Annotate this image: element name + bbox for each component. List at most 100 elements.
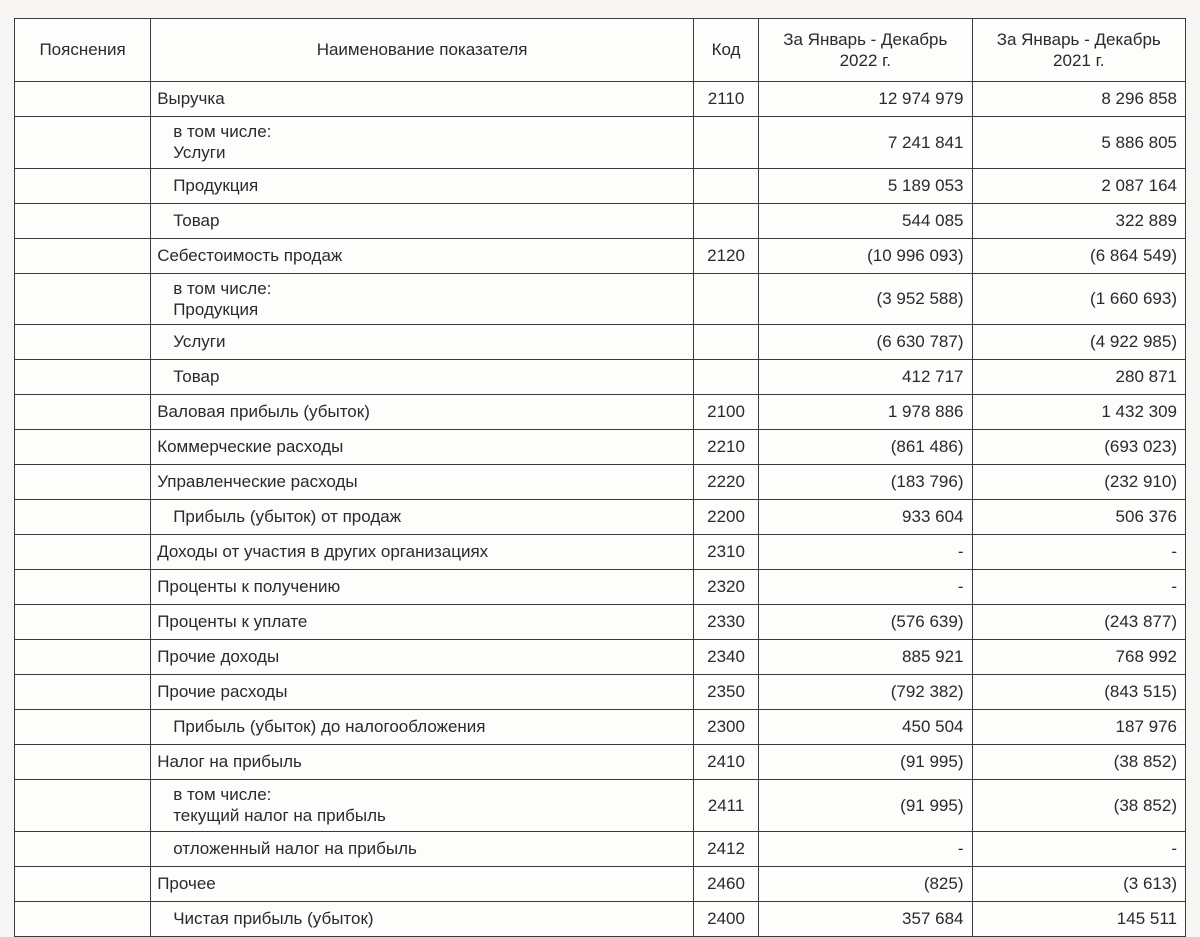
cell-explanations: [15, 500, 151, 535]
cell-name-line1: в том числе:: [173, 121, 685, 142]
cell-code: 2300: [694, 710, 759, 745]
table-row: Прибыль (убыток) до налогообложения23004…: [15, 710, 1186, 745]
financial-results-table: Пояснения Наименование показателя Код За…: [14, 18, 1186, 937]
cell-indicator-name: Услуги: [151, 325, 694, 360]
cell-indicator-name: Проценты к получению: [151, 570, 694, 605]
cell-indicator-name: Управленческие расходы: [151, 465, 694, 500]
cell-code: 2400: [694, 901, 759, 936]
cell-explanations: [15, 238, 151, 273]
cell-explanations: [15, 360, 151, 395]
col-header-indicator-name: Наименование показателя: [151, 19, 694, 82]
cell-value-2021: (4 922 985): [972, 325, 1186, 360]
cell-indicator-name: отложенный налог на прибыль: [151, 831, 694, 866]
cell-indicator-name: Проценты к уплате: [151, 605, 694, 640]
cell-value-2022: (792 382): [759, 675, 972, 710]
cell-value-2021: (38 852): [972, 745, 1186, 780]
cell-indicator-name: Налог на прибыль: [151, 745, 694, 780]
cell-value-2021: -: [972, 570, 1186, 605]
cell-explanations: [15, 710, 151, 745]
cell-indicator-name: в том числе:Продукция: [151, 273, 694, 325]
cell-explanations: [15, 866, 151, 901]
cell-explanations: [15, 640, 151, 675]
cell-explanations: [15, 570, 151, 605]
table-row: в том числе:Услуги 7 241 8415 886 805: [15, 117, 1186, 169]
col-header-explanations: Пояснения: [15, 19, 151, 82]
cell-value-2022: 450 504: [759, 710, 972, 745]
cell-value-2021: (843 515): [972, 675, 1186, 710]
cell-explanations: [15, 675, 151, 710]
cell-value-2021: -: [972, 535, 1186, 570]
cell-indicator-name: Прибыль (убыток) до налогообложения: [151, 710, 694, 745]
cell-name-line2: текущий налог на прибыль: [173, 805, 685, 826]
cell-code: 2210: [694, 430, 759, 465]
cell-indicator-name: Прочее: [151, 866, 694, 901]
cell-indicator-name: Доходы от участия в других организациях: [151, 535, 694, 570]
cell-indicator-name: Товар: [151, 203, 694, 238]
cell-code: 2410: [694, 745, 759, 780]
cell-value-2022: (183 796): [759, 465, 972, 500]
cell-code: 2110: [694, 82, 759, 117]
cell-value-2021: (693 023): [972, 430, 1186, 465]
cell-value-2021: 145 511: [972, 901, 1186, 936]
cell-value-2022: (10 996 093): [759, 238, 972, 273]
cell-value-2021: 506 376: [972, 500, 1186, 535]
cell-value-2021: (1 660 693): [972, 273, 1186, 325]
table-row: Товар544 085322 889: [15, 203, 1186, 238]
cell-value-2021: (232 910): [972, 465, 1186, 500]
cell-explanations: [15, 82, 151, 117]
cell-value-2021: (6 864 549): [972, 238, 1186, 273]
cell-value-2021: (243 877): [972, 605, 1186, 640]
cell-indicator-name: Коммерческие расходы: [151, 430, 694, 465]
cell-explanations: [15, 168, 151, 203]
cell-explanations: [15, 395, 151, 430]
cell-indicator-name: Продукция: [151, 168, 694, 203]
cell-value-2021: 1 432 309: [972, 395, 1186, 430]
cell-value-2022: -: [759, 535, 972, 570]
cell-indicator-name: Прибыль (убыток) от продаж: [151, 500, 694, 535]
cell-value-2021: 2 087 164: [972, 168, 1186, 203]
table-row: Чистая прибыль (убыток)2400357 684145 51…: [15, 901, 1186, 936]
table-row: Себестоимость продаж2120(10 996 093)(6 8…: [15, 238, 1186, 273]
cell-explanations: [15, 901, 151, 936]
table-row: Налог на прибыль2410(91 995)(38 852): [15, 745, 1186, 780]
cell-value-2022: (6 630 787): [759, 325, 972, 360]
cell-value-2022: 5 189 053: [759, 168, 972, 203]
cell-value-2022: -: [759, 570, 972, 605]
table-row: Проценты к уплате2330(576 639)(243 877): [15, 605, 1186, 640]
cell-value-2022: (91 995): [759, 780, 972, 832]
cell-code: [694, 360, 759, 395]
cell-code: 2350: [694, 675, 759, 710]
table-row: Проценты к получению2320--: [15, 570, 1186, 605]
cell-indicator-name: Валовая прибыль (убыток): [151, 395, 694, 430]
cell-value-2022: 1 978 886: [759, 395, 972, 430]
cell-value-2021: 5 886 805: [972, 117, 1186, 169]
table-row: Коммерческие расходы2210(861 486)(693 02…: [15, 430, 1186, 465]
cell-code: [694, 203, 759, 238]
cell-name-line1: в том числе:: [173, 784, 685, 805]
cell-name-line2: Услуги: [173, 142, 685, 163]
cell-indicator-name: Прочие расходы: [151, 675, 694, 710]
cell-value-2022: (861 486): [759, 430, 972, 465]
cell-code: [694, 117, 759, 169]
cell-code: 2330: [694, 605, 759, 640]
cell-code: [694, 325, 759, 360]
col-header-year-2022: За Январь - Декабрь 2022 г.: [759, 19, 972, 82]
table-row: Доходы от участия в других организациях2…: [15, 535, 1186, 570]
table-row: Выручка211012 974 9798 296 858: [15, 82, 1186, 117]
cell-value-2022: (825): [759, 866, 972, 901]
cell-explanations: [15, 745, 151, 780]
cell-indicator-name: Прочие доходы: [151, 640, 694, 675]
col-header-code: Код: [694, 19, 759, 82]
table-row: в том числе:Продукция(3 952 588)(1 660 6…: [15, 273, 1186, 325]
cell-indicator-name: Чистая прибыль (убыток): [151, 901, 694, 936]
cell-explanations: [15, 465, 151, 500]
cell-explanations: [15, 325, 151, 360]
cell-value-2021: (38 852): [972, 780, 1186, 832]
cell-explanations: [15, 273, 151, 325]
table-row: Управленческие расходы2220(183 796)(232 …: [15, 465, 1186, 500]
table-row: Валовая прибыль (убыток)21001 978 8861 4…: [15, 395, 1186, 430]
cell-code: 2411: [694, 780, 759, 832]
cell-value-2022: 7 241 841: [759, 117, 972, 169]
cell-code: 2200: [694, 500, 759, 535]
cell-value-2021: 322 889: [972, 203, 1186, 238]
